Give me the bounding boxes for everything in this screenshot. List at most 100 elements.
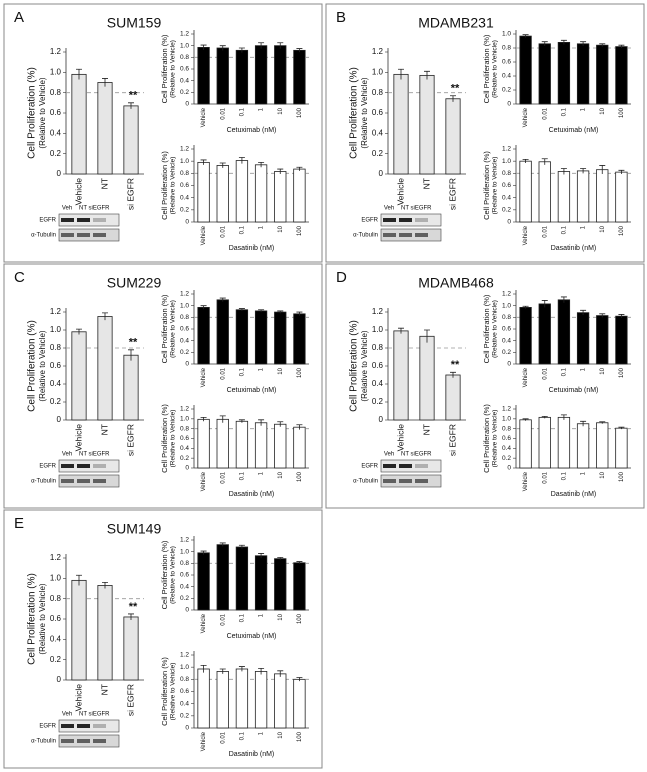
x-tick-label: si EGFR xyxy=(447,424,457,456)
y-tick-label: 1.0 xyxy=(50,573,62,582)
x-axis-label: Cetuximab (nM) xyxy=(227,127,277,134)
y-tick-label: 0.2 xyxy=(372,397,384,406)
error-bar xyxy=(580,309,587,315)
y-axis-note: (Relative to Vehicle) xyxy=(170,663,177,721)
error-bar xyxy=(238,666,245,672)
x-tick-label: NT xyxy=(99,684,109,695)
error-bar xyxy=(76,574,82,586)
y-tick-label: 0 xyxy=(57,675,62,684)
blot-row-label: α-Tubulin xyxy=(353,479,378,485)
error-bar xyxy=(541,41,548,46)
y-tick-label: 0.4 xyxy=(502,73,511,80)
error-bar xyxy=(599,421,606,424)
y-tick-label: 0.4 xyxy=(180,194,189,201)
x-tick-label: Vehicle xyxy=(73,684,83,712)
error-bar xyxy=(424,70,430,80)
panel-border xyxy=(3,263,323,509)
x-tick-label: si EGFR xyxy=(125,684,135,716)
y-tick-label: 0.4 xyxy=(372,379,384,388)
error-bar xyxy=(580,420,587,427)
error-bar xyxy=(238,544,245,549)
y-axis-note: (Relative to Vehicle) xyxy=(170,410,177,468)
error-bar xyxy=(258,419,265,426)
x-tick-label: 10 xyxy=(278,613,284,620)
y-tick-label: 0.6 xyxy=(372,108,384,117)
error-bar xyxy=(200,550,207,555)
error-bar xyxy=(258,42,265,49)
error-bar xyxy=(128,613,134,621)
y-tick-label: 0.4 xyxy=(502,445,511,452)
bar xyxy=(557,171,571,223)
bar xyxy=(97,316,113,421)
y-axis-note: (Relative to Vehicle) xyxy=(38,330,47,401)
blot-band xyxy=(93,233,106,237)
x-tick-label: 0.1 xyxy=(239,367,245,376)
y-tick-label: 0.8 xyxy=(372,88,384,97)
x-tick-label: 1 xyxy=(581,367,587,371)
blot-lane-label: Veh xyxy=(384,206,394,212)
x-tick-label: 10 xyxy=(278,225,284,232)
blot-lane-label: NT xyxy=(79,206,87,212)
bar xyxy=(393,330,409,421)
x-tick-label: NT xyxy=(421,178,431,189)
error-bar xyxy=(102,78,108,87)
blot-lane-label: NT xyxy=(79,712,87,718)
y-tick-label: 0.2 xyxy=(372,149,384,158)
x-tick-label: Vehicle xyxy=(523,225,529,245)
x-axis-label: Dasatinib (nM) xyxy=(229,491,275,498)
x-axis-label: Dasatinib (nM) xyxy=(551,245,597,252)
bar xyxy=(538,161,551,223)
blot-band xyxy=(77,464,90,468)
blot-band xyxy=(61,479,74,483)
bar xyxy=(235,546,249,611)
bar xyxy=(235,309,249,365)
y-tick-label: 1.2 xyxy=(502,146,511,153)
significance-label: ** xyxy=(129,90,138,102)
y-tick-label: 0.6 xyxy=(50,108,62,117)
x-tick-label: Vehicle xyxy=(395,424,405,452)
significance-label: ** xyxy=(451,83,460,95)
x-tick-label: 10 xyxy=(600,225,606,232)
y-tick-label: 0 xyxy=(185,607,189,614)
x-tick-label: 0.01 xyxy=(220,471,226,483)
bar xyxy=(274,171,287,223)
error-bar xyxy=(200,305,207,310)
bar xyxy=(419,74,435,175)
blot-lane-label: Veh xyxy=(62,206,72,212)
blot-lane-label: siEGFR xyxy=(89,452,111,458)
error-bar xyxy=(618,44,625,48)
y-tick-label: 0.6 xyxy=(50,614,62,623)
bar xyxy=(235,49,249,105)
x-tick-label: 100 xyxy=(619,471,625,482)
y-axis-label: Cell Proliferation (%) xyxy=(482,294,491,363)
y-tick-label: 1.2 xyxy=(180,406,189,413)
x-axis-label: Dasatinib (nM) xyxy=(229,751,275,758)
bar xyxy=(197,47,210,105)
y-tick-label: 0 xyxy=(57,415,62,424)
y-tick-label: 0.2 xyxy=(50,149,62,158)
x-tick-label: 0.1 xyxy=(239,107,245,116)
y-tick-label: 0.4 xyxy=(180,445,189,452)
bar xyxy=(235,668,249,729)
y-tick-label: 1.0 xyxy=(372,325,384,334)
bar xyxy=(519,35,532,105)
error-bar xyxy=(560,296,567,303)
bar xyxy=(235,160,249,223)
y-tick-label: 0.8 xyxy=(180,560,189,567)
y-tick-label: 0 xyxy=(57,169,62,178)
y-tick-label: 0.6 xyxy=(180,182,189,189)
bar xyxy=(254,422,268,469)
x-tick-label: 10 xyxy=(278,107,284,114)
blot-band xyxy=(383,233,396,237)
y-axis-label: Cell Proliferation (%) xyxy=(160,34,169,103)
x-tick-label: si EGFR xyxy=(447,178,457,210)
significance-label: ** xyxy=(129,337,138,349)
blot-band xyxy=(77,479,90,483)
error-bar xyxy=(76,68,82,80)
bar xyxy=(123,105,139,175)
x-axis-label: Cetuximab (nM) xyxy=(227,387,277,394)
error-bar xyxy=(560,39,567,45)
y-tick-label: 0.4 xyxy=(372,128,384,137)
x-tick-label: 0.01 xyxy=(542,107,548,119)
y-tick-label: 0 xyxy=(185,361,189,368)
